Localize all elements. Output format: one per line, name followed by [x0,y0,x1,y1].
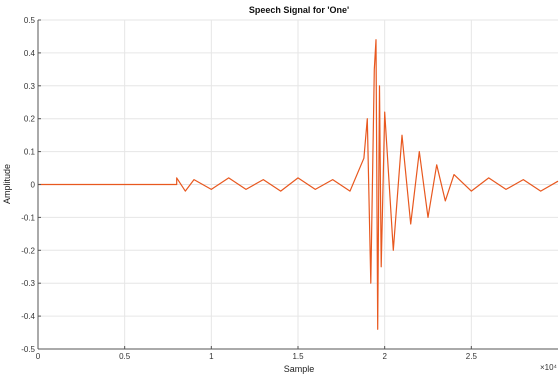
y-tick-label: 0.5 [24,16,36,25]
x-tick-label: 2.5 [466,352,478,361]
grid [38,19,558,350]
y-tick-label: -0.4 [21,312,35,321]
y-tick-label: 0.1 [24,148,36,157]
x-tick-label: 2 [382,352,387,361]
x-tick-label: 0.5 [119,352,131,361]
ticks: 0 0.5 1 1.5 2 2.5 -0.5 -0.4 -0.3 -0.2 -0.1 0 0.1 0.2 0… [21,16,477,361]
x-tick-label: 0 [36,352,41,361]
x-axis-label: Sample [284,364,315,374]
y-tick-label: -0.3 [21,279,35,288]
x-exponent-label: ×10⁴ [540,363,558,372]
y-tick-label: 0.3 [24,82,36,91]
x-tick-label: 1 [209,352,214,361]
x-tick-label: 1.5 [292,352,304,361]
chart-title: Speech Signal for 'One' [249,5,349,15]
signal-line [38,39,559,330]
y-axis-label: Amplitude [2,164,12,204]
y-tick-label: 0 [31,181,36,190]
y-tick-label: -0.2 [21,246,35,255]
series-layer [38,39,559,330]
y-tick-label: 0.4 [24,49,36,58]
y-tick-label: -0.5 [21,345,35,354]
y-tick-label: -0.1 [21,213,35,222]
y-tick-label: 0.2 [24,115,36,124]
